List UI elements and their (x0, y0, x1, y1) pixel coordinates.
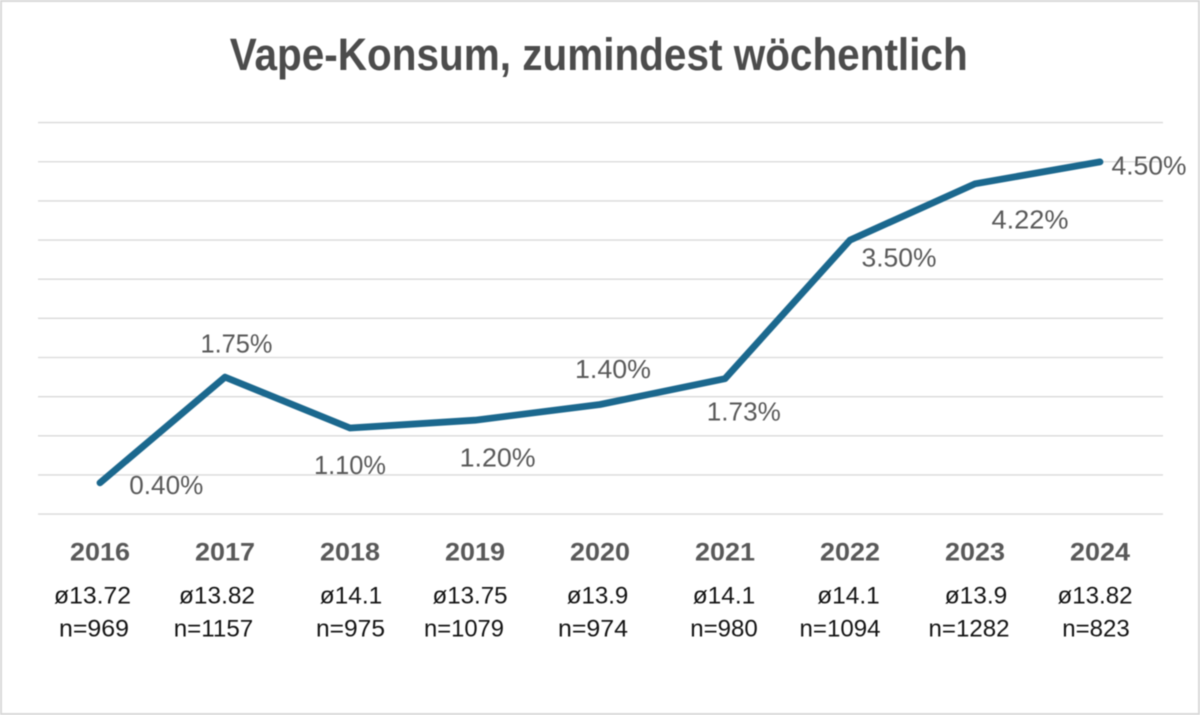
svg-text:2016: 2016 (70, 539, 130, 567)
svg-text:n=1282: n=1282 (929, 616, 1010, 643)
svg-text:n=974: n=974 (558, 616, 628, 643)
svg-text:n=1079: n=1079 (424, 616, 504, 643)
svg-text:2023: 2023 (945, 539, 1005, 567)
svg-text:2017: 2017 (195, 539, 255, 567)
svg-text:0.40%: 0.40% (129, 470, 203, 500)
svg-text:2022: 2022 (820, 539, 880, 567)
svg-text:Vape-Konsum, zumindest wöchent: Vape-Konsum, zumindest wöchentlich (230, 29, 968, 80)
svg-text:ø14.1: ø14.1 (320, 583, 383, 610)
svg-text:n=975: n=975 (316, 616, 385, 643)
svg-text:1.20%: 1.20% (460, 443, 536, 473)
svg-text:2018: 2018 (320, 539, 380, 567)
svg-text:n=980: n=980 (690, 616, 758, 643)
svg-text:ø13.9: ø13.9 (945, 583, 1008, 610)
svg-text:4.22%: 4.22% (992, 204, 1069, 234)
svg-text:ø13.82: ø13.82 (1058, 583, 1133, 610)
svg-text:1.40%: 1.40% (575, 354, 651, 384)
svg-text:ø13.82: ø13.82 (179, 583, 255, 610)
svg-text:1.75%: 1.75% (201, 329, 273, 359)
svg-text:4.50%: 4.50% (1112, 150, 1187, 180)
svg-text:ø14.1: ø14.1 (693, 583, 756, 610)
svg-text:2019: 2019 (445, 539, 505, 567)
svg-text:2024: 2024 (1070, 539, 1130, 567)
svg-text:ø13.72: ø13.72 (54, 583, 131, 610)
svg-text:n=969: n=969 (59, 616, 129, 643)
svg-text:3.50%: 3.50% (862, 243, 937, 273)
svg-text:ø13.9: ø13.9 (567, 583, 629, 610)
svg-text:1.10%: 1.10% (314, 450, 386, 480)
svg-text:n=1157: n=1157 (174, 616, 254, 643)
svg-text:n=1094: n=1094 (800, 616, 881, 643)
svg-text:ø13.75: ø13.75 (433, 583, 508, 610)
svg-text:n=823: n=823 (1062, 616, 1130, 643)
svg-text:ø14.1: ø14.1 (817, 583, 880, 610)
svg-text:2020: 2020 (570, 539, 630, 567)
svg-text:2021: 2021 (695, 539, 755, 567)
svg-text:1.73%: 1.73% (707, 397, 781, 427)
